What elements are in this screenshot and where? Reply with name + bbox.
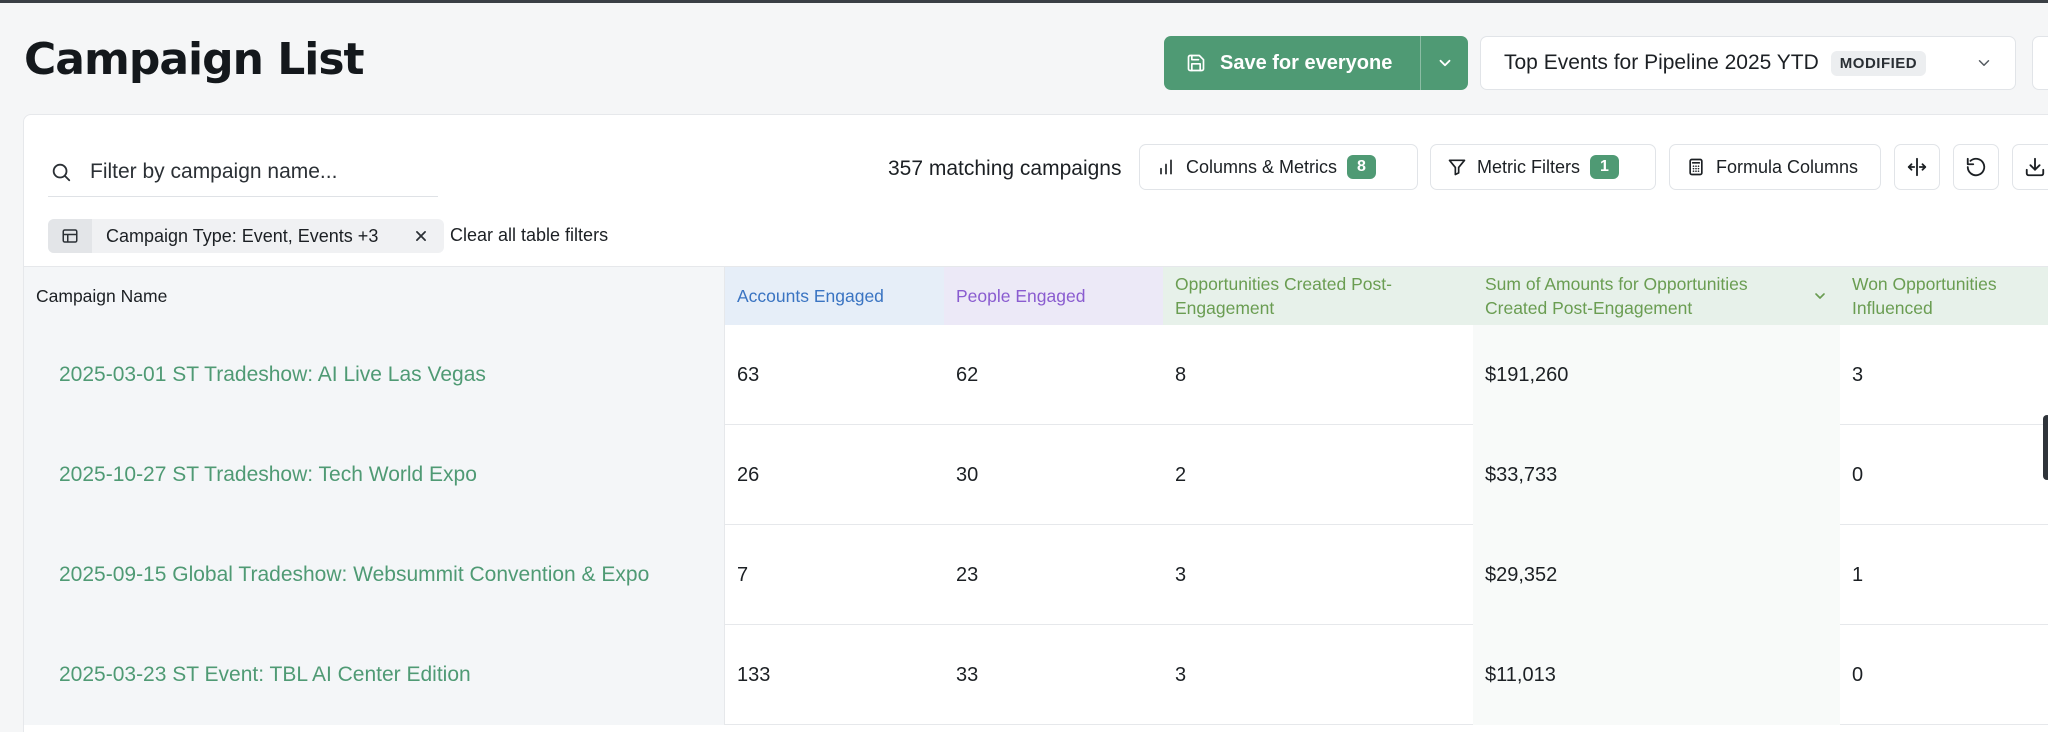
columns-count-badge: 8: [1347, 155, 1376, 179]
campaign-search-input[interactable]: [90, 159, 410, 184]
column-header-opportunities-created[interactable]: Opportunities Created Post-Engagement: [1163, 267, 1473, 325]
campaign-name-cell: 2025-03-23 ST Event: TBL AI Center Editi…: [24, 625, 725, 725]
column-header-sum-of-amounts[interactable]: Sum of Amounts for Opportunities Created…: [1473, 267, 1840, 325]
table-row: 2025-03-01 ST Tradeshow: AI Live Las Veg…: [24, 325, 2048, 425]
opportunities-created-cell: 3: [1175, 663, 1187, 686]
sort-descending-icon[interactable]: [1812, 288, 1828, 304]
won-opportunities-cell: 0: [1852, 463, 1864, 486]
campaign-link[interactable]: 2025-03-23 ST Event: TBL AI Center Editi…: [59, 663, 471, 686]
download-button[interactable]: [2012, 144, 2048, 190]
campaign-link[interactable]: 2025-09-15 Global Tradeshow: Websummit C…: [59, 563, 650, 586]
campaign-table: Campaign Name Accounts Engaged People En…: [24, 266, 2048, 725]
won-opportunities-cell: 1: [1852, 563, 1864, 586]
accounts-engaged-cell: 133: [737, 663, 771, 686]
calculator-icon: [1686, 157, 1706, 177]
table-row: 2025-10-27 ST Tradeshow: Tech World Expo…: [24, 425, 2048, 525]
column-header-accounts-engaged[interactable]: Accounts Engaged: [725, 267, 944, 325]
chevron-down-icon: [1975, 54, 1993, 72]
formula-columns-button[interactable]: Formula Columns: [1669, 144, 1881, 190]
campaign-link[interactable]: 2025-03-01 ST Tradeshow: AI Live Las Veg…: [59, 363, 486, 386]
people-engaged-cell: 30: [956, 463, 979, 486]
refresh-icon: [1965, 156, 1987, 178]
column-header-won-opportunities[interactable]: Won Opportunities Influenced: [1840, 267, 2048, 325]
table-row: 2025-03-23 ST Event: TBL AI Center Editi…: [24, 625, 2048, 725]
column-header-campaign-name[interactable]: Campaign Name: [24, 267, 725, 325]
metric-filters-button[interactable]: Metric Filters 1: [1430, 144, 1656, 190]
opportunities-created-cell: 2: [1175, 463, 1187, 486]
filter-chip-label: Campaign Type: Event, Events +3: [106, 225, 379, 246]
column-resize-button[interactable]: [1894, 144, 1940, 190]
formula-columns-label: Formula Columns: [1716, 156, 1859, 177]
column-resize-icon: [1906, 156, 1928, 178]
download-icon: [2024, 156, 2046, 178]
campaign-table-panel: 357 matching campaigns Columns & Metrics…: [23, 114, 2048, 732]
metric-filters-label: Metric Filters: [1477, 156, 1580, 177]
table-row: 2025-09-15 Global Tradeshow: Websummit C…: [24, 525, 2048, 625]
horizontal-scroll-handle[interactable]: [2043, 415, 2048, 480]
people-engaged-cell: 33: [956, 663, 979, 686]
search-icon: [48, 161, 90, 183]
campaign-name-cell: 2025-09-15 Global Tradeshow: Websummit C…: [24, 525, 725, 625]
sum-of-amounts-cell: $29,352: [1473, 525, 1840, 625]
columns-and-metrics-button[interactable]: Columns & Metrics 8: [1139, 144, 1418, 190]
campaign-name-cell: 2025-03-01 ST Tradeshow: AI Live Las Veg…: [24, 325, 725, 425]
reset-view-button[interactable]: [1953, 144, 1999, 190]
funnel-icon: [1447, 157, 1467, 177]
save-options-dropdown-button[interactable]: [1420, 36, 1468, 90]
accounts-engaged-cell: 7: [737, 563, 749, 586]
save-button-label: Save for everyone: [1220, 51, 1393, 74]
chevron-down-icon: [1436, 54, 1454, 72]
matching-campaigns-count: 357 matching campaigns: [888, 157, 1122, 180]
saved-view-select[interactable]: Top Events for Pipeline 2025 YTD MODIFIE…: [1480, 36, 2016, 90]
table-icon: [48, 219, 92, 253]
opportunities-created-cell: 8: [1175, 363, 1187, 386]
accounts-engaged-cell: 26: [737, 463, 760, 486]
won-opportunities-cell: 3: [1852, 363, 1864, 386]
table-header: Campaign Name Accounts Engaged People En…: [24, 267, 2048, 325]
metric-filters-count-badge: 1: [1590, 155, 1619, 179]
opportunities-created-cell: 3: [1175, 563, 1187, 586]
people-engaged-cell: 23: [956, 563, 979, 586]
save-button-group: Save for everyone: [1164, 36, 1468, 90]
close-icon[interactable]: [414, 229, 428, 243]
people-engaged-cell: 62: [956, 363, 979, 386]
save-for-everyone-button[interactable]: Save for everyone: [1164, 36, 1420, 90]
column-header-people-engaged[interactable]: People Engaged: [944, 267, 1163, 325]
page-title: Campaign List: [24, 34, 365, 85]
campaign-name-cell: 2025-10-27 ST Tradeshow: Tech World Expo: [24, 425, 725, 525]
won-opportunities-cell: 0: [1852, 663, 1864, 686]
sum-of-amounts-cell: $191,260: [1473, 325, 1840, 425]
campaign-link[interactable]: 2025-10-27 ST Tradeshow: Tech World Expo: [59, 463, 477, 486]
columns-and-metrics-label: Columns & Metrics: [1186, 156, 1338, 177]
clear-all-filters-button[interactable]: Clear all table filters: [450, 225, 609, 245]
campaign-search: [48, 147, 438, 197]
campaign-type-filter-chip[interactable]: Campaign Type: Event, Events +3: [48, 219, 444, 253]
window-top-border: [0, 0, 2048, 3]
bar-chart-icon: [1156, 157, 1176, 177]
floppy-disk-icon: [1186, 53, 1206, 73]
accounts-engaged-cell: 63: [737, 363, 760, 386]
sum-of-amounts-cell: $33,733: [1473, 425, 1840, 525]
sum-of-amounts-cell: $11,013: [1473, 625, 1840, 725]
overflow-menu-button[interactable]: [2032, 36, 2048, 90]
saved-view-name: Top Events for Pipeline 2025 YTD: [1504, 51, 1819, 74]
modified-badge: MODIFIED: [1830, 50, 1927, 76]
column-header-sum-label: Sum of Amounts for Opportunities Created…: [1485, 274, 1748, 318]
